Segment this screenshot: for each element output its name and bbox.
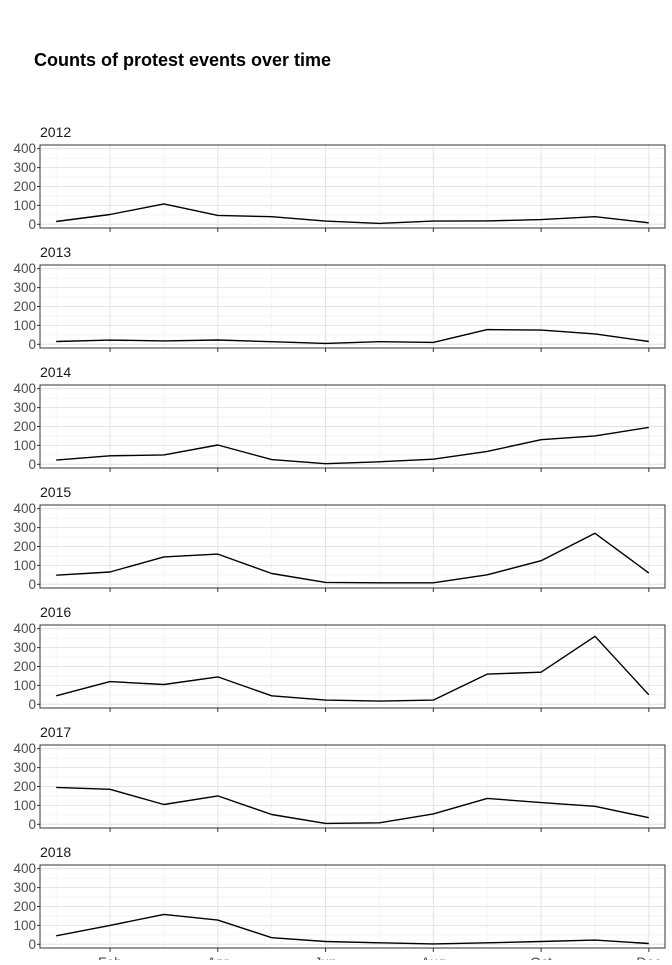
y-tick-label: 300 [13, 280, 36, 295]
facet-panel-2018: 2018 0 100 200 300 400 [13, 844, 665, 952]
x-tick-label: Aug [421, 954, 446, 960]
series-line-2018 [56, 914, 649, 944]
x-tick-label: Jun [314, 954, 337, 960]
bottom-x-axis: Feb Apr Jun Aug Oct Dec [98, 954, 661, 960]
y-tick-label: 200 [13, 419, 36, 434]
facet-panel-2012: 2012 0 100 200 300 400 [13, 124, 665, 232]
x-tick-label: Oct [530, 954, 552, 960]
y-tick-label: 200 [13, 899, 36, 914]
series-line-2013 [56, 330, 649, 344]
series-line-2015 [56, 533, 649, 583]
y-tick-label: 100 [13, 798, 36, 813]
y-tick-label: 0 [28, 217, 36, 232]
y-tick-label: 400 [13, 501, 36, 516]
y-tick-label: 200 [13, 659, 36, 674]
y-tick-label: 300 [13, 160, 36, 175]
y-tick-label: 200 [13, 779, 36, 794]
y-tick-label: 300 [13, 880, 36, 895]
y-tick-label: 400 [13, 141, 36, 156]
y-tick-label: 400 [13, 261, 36, 276]
facet-label-2018: 2018 [40, 844, 71, 860]
series-line-2012 [56, 204, 649, 224]
facet-label-2013: 2013 [40, 244, 71, 260]
facet-panel-2014: 2014 0 100 200 300 400 [13, 364, 665, 472]
facet-label-2014: 2014 [40, 364, 71, 380]
y-tick-label: 400 [13, 621, 36, 636]
y-tick-label: 0 [28, 577, 36, 592]
y-tick-label: 0 [28, 937, 36, 952]
y-tick-label: 100 [13, 438, 36, 453]
series-line-2016 [56, 636, 649, 701]
facet-label-2016: 2016 [40, 604, 71, 620]
facet-label-2015: 2015 [40, 484, 71, 500]
y-tick-label: 300 [13, 520, 36, 535]
y-tick-label: 400 [13, 381, 36, 396]
y-tick-label: 300 [13, 400, 36, 415]
facet-label-2012: 2012 [40, 124, 71, 140]
y-tick-label: 200 [13, 179, 36, 194]
facets: 2012 0 100 200 300 400 2013 0 100 200 300 400 2014 0 1… [13, 124, 665, 952]
chart-title: Counts of protest events over time [34, 50, 331, 70]
y-tick-label: 100 [13, 558, 36, 573]
facet-panel-2013: 2013 0 100 200 300 400 [13, 244, 665, 352]
y-tick-label: 0 [28, 817, 36, 832]
y-tick-label: 100 [13, 318, 36, 333]
y-tick-label: 400 [13, 861, 36, 876]
y-tick-label: 0 [28, 457, 36, 472]
y-tick-label: 100 [13, 198, 36, 213]
y-tick-label: 100 [13, 678, 36, 693]
y-tick-label: 0 [28, 337, 36, 352]
x-tick-label: Apr [207, 954, 229, 960]
y-tick-label: 200 [13, 299, 36, 314]
facet-panel-2017: 2017 0 100 200 300 400 [13, 724, 665, 832]
y-tick-label: 300 [13, 640, 36, 655]
facet-label-2017: 2017 [40, 724, 71, 740]
facet-panel-2016: 2016 0 100 200 300 400 [13, 604, 665, 712]
x-tick-label: Feb [98, 954, 122, 960]
y-tick-label: 200 [13, 539, 36, 554]
x-tick-label: Dec [636, 954, 661, 960]
y-tick-label: 400 [13, 741, 36, 756]
y-tick-label: 0 [28, 697, 36, 712]
facet-panel-2015: 2015 0 100 200 300 400 [13, 484, 665, 592]
y-tick-label: 100 [13, 918, 36, 933]
y-tick-label: 300 [13, 760, 36, 775]
